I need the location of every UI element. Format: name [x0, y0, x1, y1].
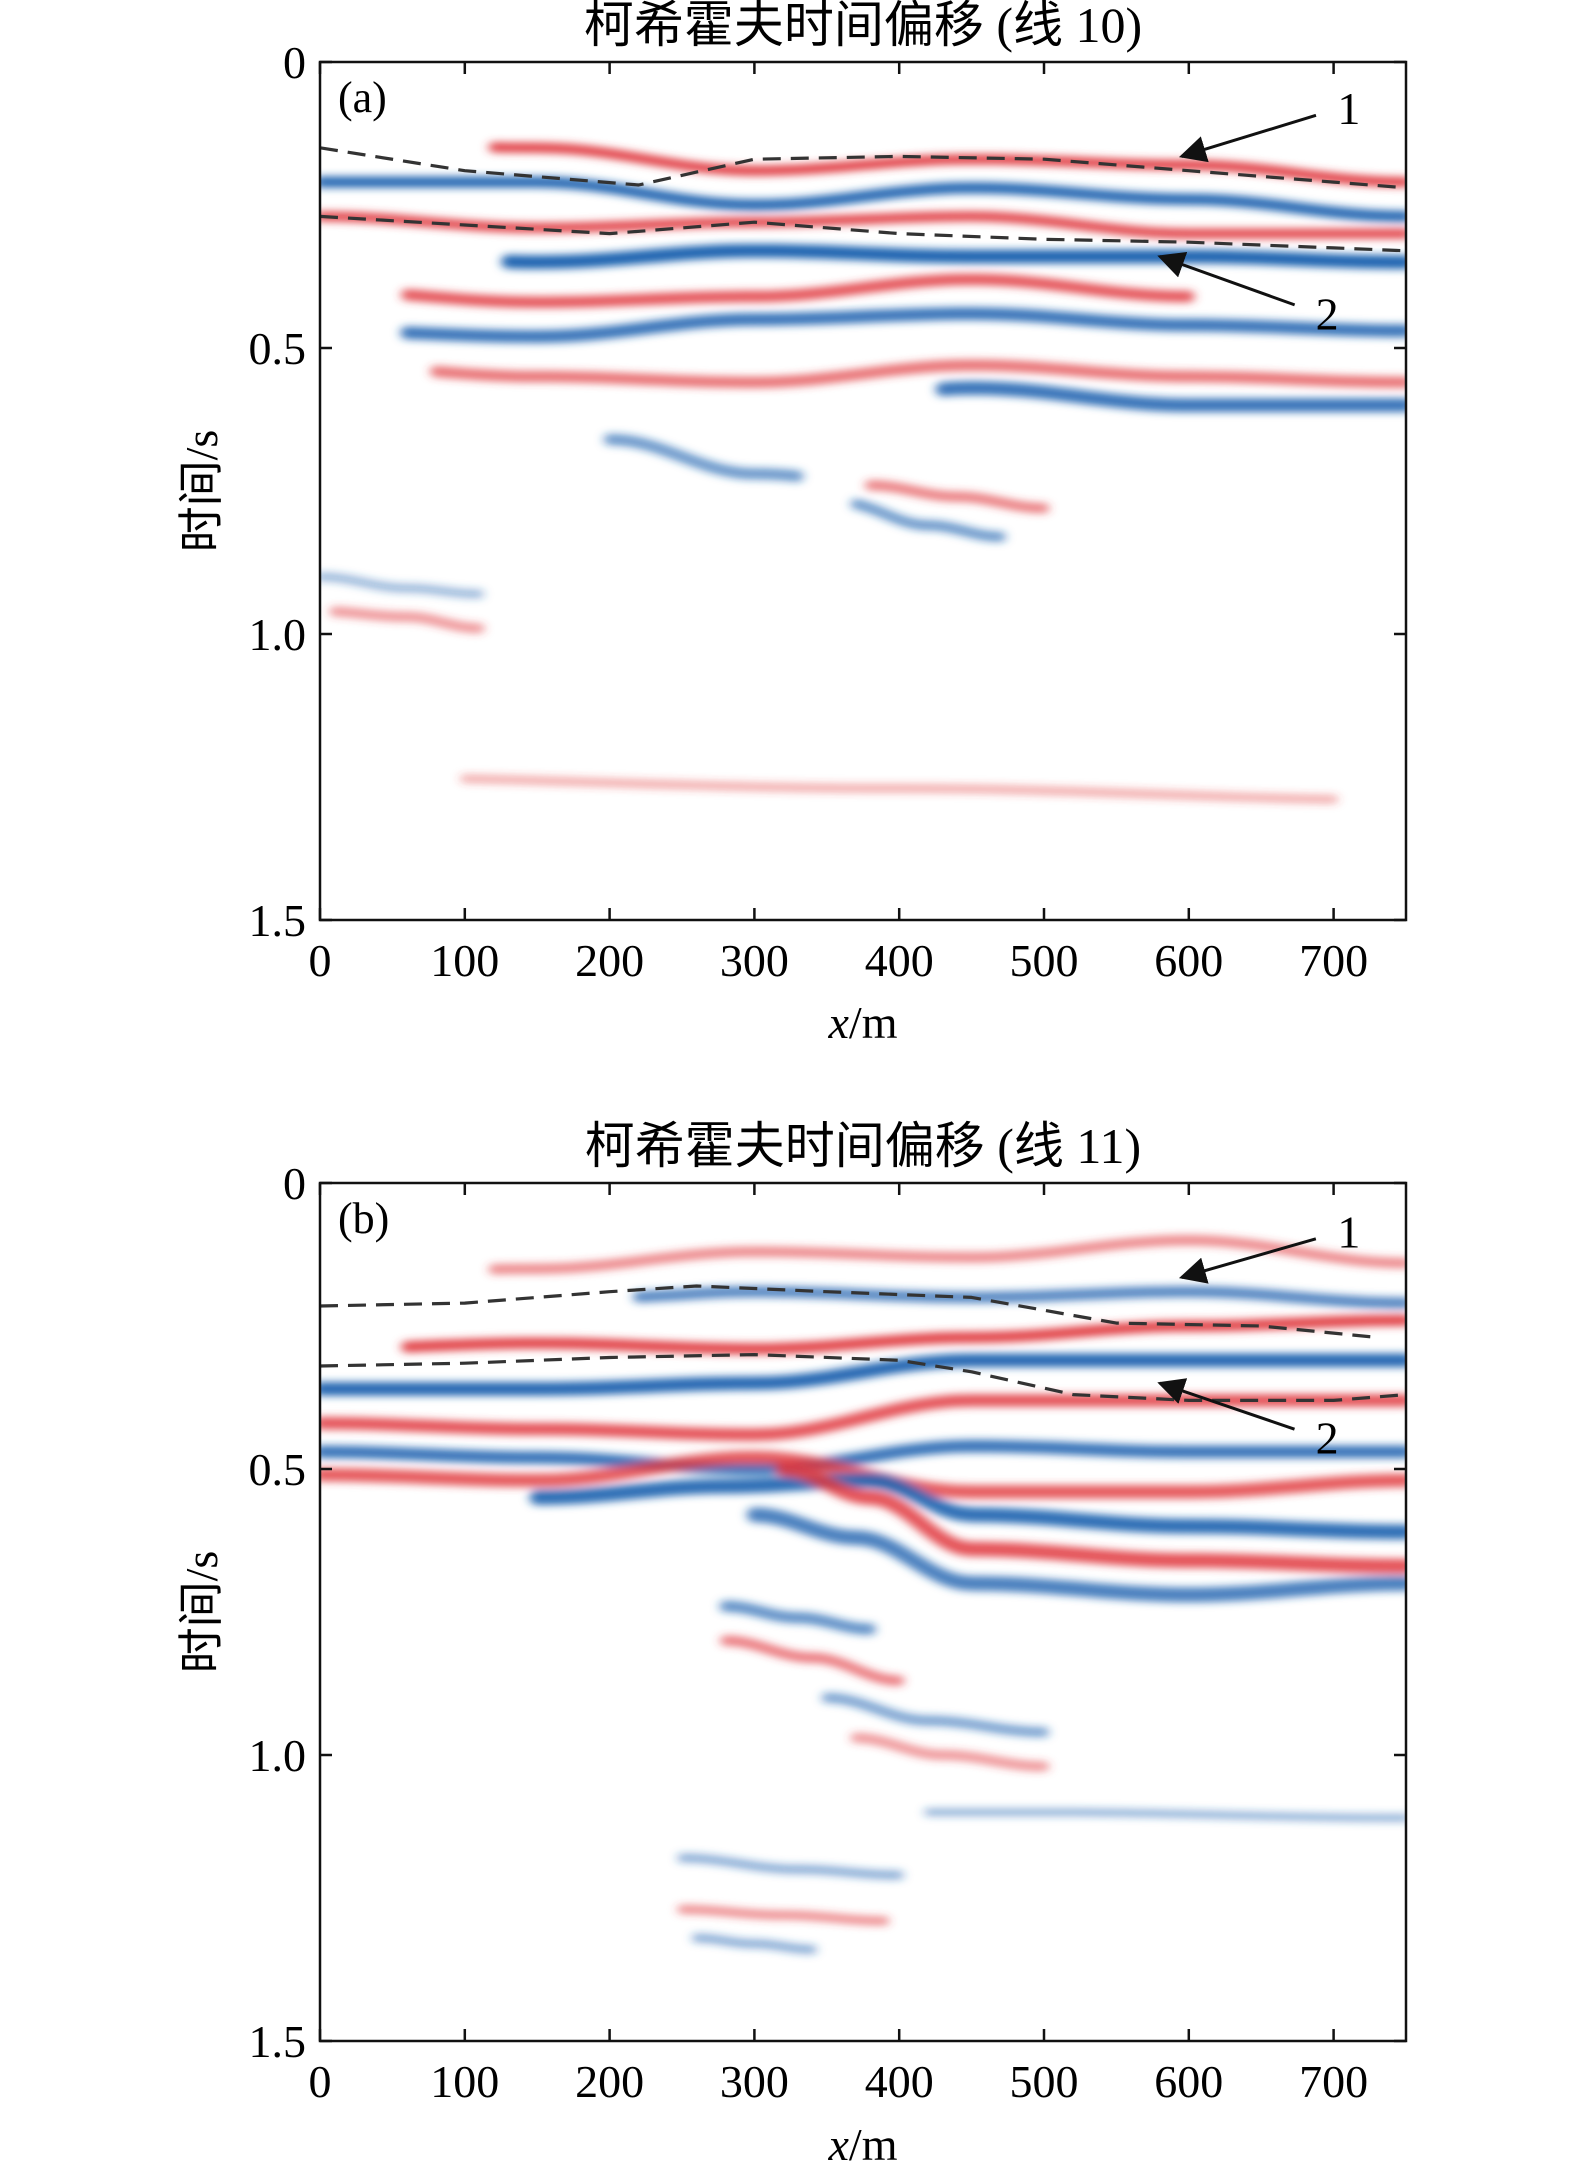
x-tick-label: 700 [1299, 2056, 1368, 2107]
reflector-band [603, 433, 804, 482]
reflector-band [691, 1933, 817, 1955]
annotation-arrow [1178, 1237, 1317, 1284]
annotation-label: 2 [1316, 1413, 1339, 1464]
y-tick-label: 0.5 [249, 1444, 307, 1495]
horizon-line-2 [320, 214, 1406, 253]
reflector-band [501, 243, 1406, 270]
x-tick-label: 600 [1154, 935, 1223, 986]
reflector-band [719, 1600, 876, 1635]
reflector-band [488, 1235, 1406, 1275]
panel-tag-a: (a) [338, 73, 387, 122]
plot-frame-b [318, 1181, 1408, 2043]
reflector-band [430, 359, 1406, 388]
x-tick-label: 600 [1154, 2056, 1223, 2107]
reflector-band [320, 1353, 1406, 1396]
annotation-arrow [1157, 1378, 1295, 1431]
reflector-band [677, 1853, 904, 1880]
x-tick-label: 500 [1010, 2056, 1079, 2107]
reflector-band [401, 273, 1195, 308]
reflector-band [320, 572, 484, 599]
y-tick-label: 1.0 [249, 1730, 307, 1781]
reflector-band [746, 1507, 1406, 1603]
reflector-band [935, 381, 1406, 413]
panel-a: 柯希霍夫时间偏移 (线 10) (a) 0 100 200 300 400 500 600 7… [176, 0, 1408, 1048]
x-axis-label-b: x/m [828, 2119, 898, 2170]
seismic-section-a [320, 62, 1406, 920]
x-axis-label-a: x/m [828, 997, 898, 1048]
y-tick-label: 0.5 [249, 323, 307, 374]
annotation-label: 1 [1337, 83, 1360, 134]
reflector-band [488, 142, 1406, 188]
annotation-label: 1 [1337, 1207, 1360, 1258]
reflector-band [460, 774, 1339, 804]
annotation-arrow [1157, 251, 1296, 307]
x-tick-label: 200 [575, 2056, 644, 2107]
y-tick-label: 0 [283, 37, 306, 88]
reflector-band [865, 480, 1050, 514]
reflector-band [320, 1439, 1406, 1476]
horizon-line-2 [320, 1352, 1406, 1403]
y-tick-label: 1.5 [249, 2016, 307, 2067]
annotation-label: 2 [1316, 289, 1339, 340]
x-tick-label: 300 [720, 2056, 789, 2107]
panel-tag-b: (b) [338, 1194, 389, 1243]
x-tick-label: 400 [865, 935, 934, 986]
seismic-section-b [320, 1183, 1406, 2041]
reflector-band [632, 1286, 1406, 1309]
x-tick-label: 0 [309, 935, 332, 986]
horizon-line-1 [320, 146, 1406, 190]
reflector-band [329, 606, 485, 634]
reflector-band [677, 1904, 890, 1926]
y-axis-label-b: 时间/s [176, 1551, 227, 1674]
panel-b: 柯希霍夫时间偏移 (线 11) (b) 0 100 200 300 400 500 600 7… [176, 1118, 1408, 2170]
x-tick-label: 700 [1299, 935, 1368, 986]
chart-title-b: 柯希霍夫时间偏移 (线 11) [585, 1118, 1141, 1174]
reflector-band [529, 1472, 1406, 1540]
reflector-band [821, 1692, 1050, 1738]
x-tick-label: 100 [430, 935, 499, 986]
reflector-band [400, 307, 1406, 343]
annotation-arrow [1178, 113, 1317, 163]
x-tick-label: 100 [430, 2056, 499, 2107]
horizon-line-1 [320, 1284, 1378, 1339]
y-tick-label: 0 [283, 1158, 306, 1209]
x-tick-label: 500 [1010, 935, 1079, 986]
x-tick-label: 400 [865, 2056, 934, 2107]
x-tick-label: 0 [309, 2056, 332, 2107]
reflector-band [924, 1808, 1406, 1822]
reflector-band [775, 1461, 1406, 1574]
plot-frame-a [318, 60, 1408, 922]
x-tick-label: 300 [720, 935, 789, 986]
reflector-band [320, 176, 1406, 223]
y-tick-label: 1.5 [249, 895, 307, 946]
x-tick-label: 200 [575, 935, 644, 986]
reflector-band [401, 1314, 1406, 1355]
reflector-band [720, 1635, 905, 1686]
y-tick-label: 1.0 [249, 609, 307, 660]
chart-title-a: 柯希霍夫时间偏移 (线 10) [584, 0, 1142, 53]
reflector-band [850, 1732, 1050, 1772]
y-axis-label-a: 时间/s [176, 430, 227, 553]
reflector-band [850, 498, 1006, 542]
